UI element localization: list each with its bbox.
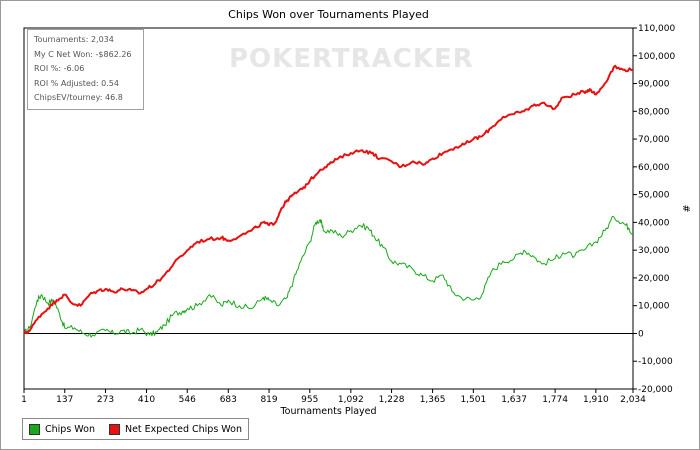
x-tick-label: 683	[220, 395, 237, 405]
plot-area-border	[23, 27, 634, 390]
x-tick-label: 273	[97, 395, 114, 405]
stat-chipsev: ChipsEV/tourney: 46.8	[34, 93, 123, 103]
y-tick-label: 110,000	[638, 24, 675, 34]
y-axis-label: #	[680, 205, 691, 213]
stat-net-won: My C Net Won: -$862.26	[34, 49, 132, 59]
y-tick-label: 40,000	[638, 218, 670, 228]
y-tick-label: 90,000	[638, 80, 670, 90]
y-tick-label: 100,000	[638, 52, 675, 62]
y-tick-label: 50,000	[638, 191, 670, 201]
y-tick-label: 10,000	[638, 302, 670, 312]
y-tick-label: -10,000	[638, 357, 673, 367]
x-tick-label: 1,774	[542, 395, 568, 405]
stat-tournaments: Tournaments: 2,034	[34, 35, 114, 44]
legend-label-net-expected: Net Expected Chips Won	[124, 423, 242, 435]
x-tick-label: 1,637	[501, 395, 527, 405]
series-line-net-expected	[23, 64, 634, 334]
y-tick-label: 80,000	[638, 107, 670, 117]
x-tick-label: 137	[56, 395, 73, 405]
x-tick-label: 1,910	[583, 395, 609, 405]
x-tick-label: 2,034	[620, 395, 646, 405]
x-tick-label: 546	[179, 395, 196, 405]
y-tick-label: 30,000	[638, 246, 670, 256]
stat-roi: ROI %: -6.06	[34, 64, 85, 74]
x-axis-label: Tournaments Played	[279, 406, 376, 417]
legend-swatch-red	[108, 423, 120, 435]
x-tick-label: 819	[260, 395, 277, 405]
x-tick-label: 1,365	[420, 395, 446, 405]
chart-legend: Chips Won Net Expected Chips Won	[22, 418, 249, 440]
y-tick-label: 20,000	[638, 274, 670, 284]
legend-label-chips-won: Chips Won	[45, 423, 95, 435]
y-tick-label: -20,000	[638, 385, 673, 395]
y-tick-label: 60,000	[638, 163, 670, 173]
x-tick-label: 410	[138, 395, 155, 405]
stats-box: Tournaments: 2,034 My C Net Won: -$862.2…	[27, 29, 144, 110]
x-tick-label: 1,501	[460, 395, 486, 405]
x-tick-label: 955	[301, 395, 318, 405]
x-tick-label: 1,228	[379, 395, 405, 405]
y-tick-label: 0	[638, 329, 644, 339]
series-line-chips-won	[23, 215, 634, 338]
chart-title: Chips Won over Tournaments Played	[228, 8, 429, 21]
legend-item-chips-won[interactable]: Chips Won	[29, 423, 95, 435]
x-tick-label: 1	[21, 395, 27, 405]
stat-roi-adjusted: ROI % Adjusted: 0.54	[34, 78, 119, 88]
pokertracker-watermark: POKERTRACKER	[229, 44, 474, 74]
y-tick-label: 70,000	[638, 135, 670, 145]
legend-item-net-expected[interactable]: Net Expected Chips Won	[108, 423, 242, 435]
legend-swatch-green	[29, 423, 40, 435]
x-tick-label: 1,092	[338, 395, 364, 405]
